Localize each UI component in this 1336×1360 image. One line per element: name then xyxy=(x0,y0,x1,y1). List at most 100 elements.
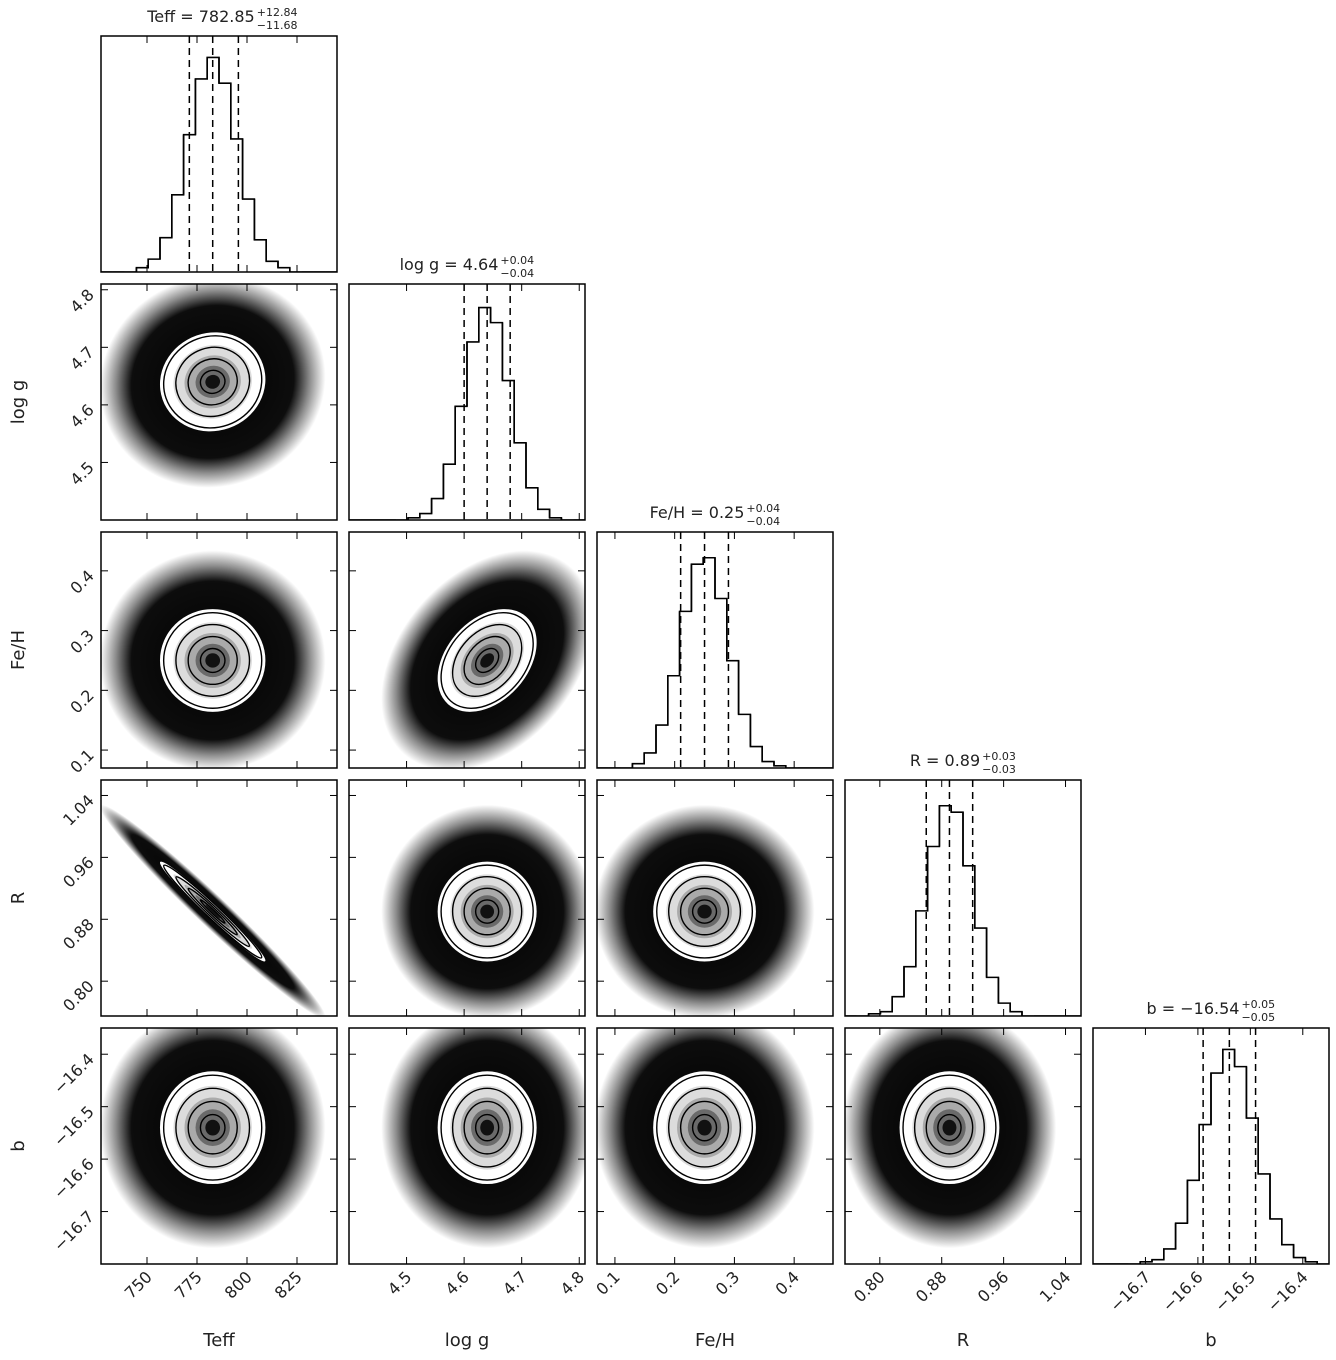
error-minus: −0.03 xyxy=(982,763,1016,776)
contour xyxy=(667,1087,742,1168)
contour xyxy=(463,635,511,686)
panel-frame xyxy=(100,779,338,1017)
y-tick-label: 4.8 xyxy=(66,285,97,316)
x-axis-label: log g xyxy=(445,1330,490,1351)
density-level xyxy=(480,653,495,668)
hist-bin xyxy=(761,746,775,766)
density-panel xyxy=(348,531,586,769)
hist-bin xyxy=(1163,1223,1177,1260)
panel-frame xyxy=(596,531,834,769)
density-level xyxy=(480,904,495,919)
contour xyxy=(691,1113,718,1142)
panel-content xyxy=(101,804,326,1016)
density-panel xyxy=(100,283,338,521)
x-tick-label: 0.3 xyxy=(712,1267,743,1298)
histogram-panel xyxy=(348,283,586,521)
hist-bin xyxy=(1257,1118,1271,1219)
y-tick-label: 0.80 xyxy=(59,977,98,1016)
hist-bin xyxy=(1281,1218,1295,1258)
hist-bin xyxy=(241,138,256,240)
panel-content xyxy=(101,550,326,768)
panel-content xyxy=(381,1028,585,1249)
contour xyxy=(175,1087,251,1168)
hist-bin xyxy=(1151,1248,1165,1262)
hist-bin xyxy=(454,341,468,465)
panel-content xyxy=(597,804,815,1016)
error-plus: +0.03 xyxy=(982,750,1016,763)
error-minus: −0.04 xyxy=(746,515,780,528)
hist-bin xyxy=(737,660,752,747)
panel-content xyxy=(597,532,833,768)
contour xyxy=(187,635,238,686)
panel-frame xyxy=(596,1027,834,1265)
contour xyxy=(199,369,226,395)
y-tick-label: 4.5 xyxy=(66,458,97,489)
hist-bin xyxy=(1304,1257,1318,1264)
hist-bin xyxy=(973,865,988,978)
contour xyxy=(902,1074,997,1181)
y-tick-label: 1.04 xyxy=(59,791,98,830)
panel-title: b = −16.54 xyxy=(1147,999,1240,1018)
contour xyxy=(474,899,500,924)
contour xyxy=(162,864,263,959)
panel-content xyxy=(101,284,326,488)
error-plus: +12.84 xyxy=(257,6,298,19)
density-level xyxy=(697,1119,712,1136)
contour xyxy=(187,1100,238,1155)
hist-bin xyxy=(525,442,539,510)
hist-bin xyxy=(1186,1124,1200,1224)
x-tick-label: −16.6 xyxy=(1159,1267,1207,1315)
hist-bin xyxy=(418,498,433,518)
hist-bin xyxy=(749,714,764,762)
hist-bin xyxy=(1009,1003,1023,1016)
histogram-panel xyxy=(596,531,834,769)
hist-bin xyxy=(1292,1244,1307,1262)
panel-title: Fe/H = 0.25 xyxy=(650,503,745,522)
histogram-panel xyxy=(1092,1027,1330,1265)
panel-frame xyxy=(100,35,338,273)
hist-bin xyxy=(773,761,787,768)
x-tick-label: 0.80 xyxy=(850,1267,889,1306)
x-tick-label: 775 xyxy=(171,1267,206,1302)
density-panel xyxy=(100,779,338,1017)
x-tick-label: −16.7 xyxy=(1106,1267,1154,1315)
hist-bin xyxy=(903,910,917,997)
y-tick-label: −16.5 xyxy=(50,1102,98,1150)
panel-frame xyxy=(1092,1027,1330,1265)
y-tick-label: −16.4 xyxy=(50,1050,98,1098)
hist-bin xyxy=(171,134,185,238)
y-axis-label: b xyxy=(8,1140,29,1151)
x-tick-label: 4.5 xyxy=(384,1267,415,1298)
contour xyxy=(451,876,523,948)
hist-bin xyxy=(407,513,421,520)
hist-bin xyxy=(501,322,516,443)
hist-bin xyxy=(714,557,728,661)
hist-bin xyxy=(655,675,669,753)
density-panel xyxy=(844,1027,1082,1265)
panel-content xyxy=(101,1028,326,1249)
x-axis-label: Teff xyxy=(202,1330,235,1351)
hist-bin xyxy=(288,267,302,272)
hist-bin xyxy=(1021,1011,1034,1016)
hist-bin xyxy=(536,487,551,518)
y-tick-label: 0.1 xyxy=(66,745,97,776)
hist-bin xyxy=(1269,1173,1283,1245)
contour xyxy=(667,876,742,948)
x-tick-label: 4.6 xyxy=(442,1267,473,1298)
hist-bin xyxy=(666,611,681,726)
contour xyxy=(175,876,251,948)
x-axis-label: R xyxy=(957,1330,970,1351)
panel-frame xyxy=(100,1027,338,1265)
contour xyxy=(440,1074,534,1181)
x-tick-label: 0.96 xyxy=(974,1267,1013,1306)
y-tick-label: 4.6 xyxy=(66,400,97,431)
contour xyxy=(440,864,534,959)
contour xyxy=(925,1100,974,1155)
hist-bin xyxy=(218,57,232,139)
hist-bin xyxy=(879,996,894,1014)
hist-bin xyxy=(147,237,161,268)
hist-bin xyxy=(1245,1066,1259,1174)
x-tick-label: 4.8 xyxy=(557,1267,588,1298)
hist-bin xyxy=(926,805,941,911)
hist-bin xyxy=(430,464,445,514)
